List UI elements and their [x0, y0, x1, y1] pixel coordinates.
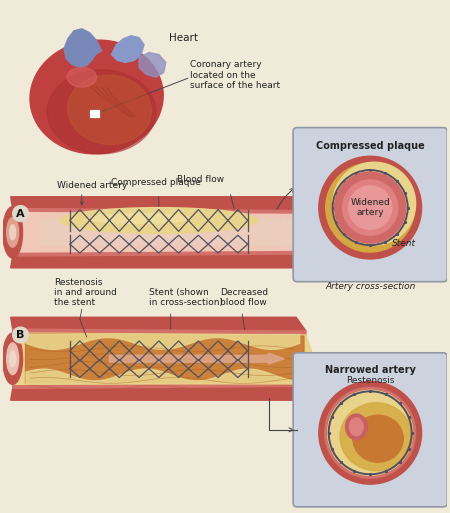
Ellipse shape — [68, 75, 151, 145]
Ellipse shape — [353, 415, 403, 462]
Text: Stent (shown
in cross-section): Stent (shown in cross-section) — [149, 288, 223, 307]
Circle shape — [333, 162, 416, 245]
Circle shape — [335, 172, 406, 243]
Ellipse shape — [350, 418, 363, 436]
Text: Widened artery: Widened artery — [57, 181, 127, 190]
Ellipse shape — [7, 343, 18, 374]
Text: Heart: Heart — [169, 33, 198, 43]
Text: Compressed plaque: Compressed plaque — [111, 178, 201, 187]
Polygon shape — [112, 36, 144, 63]
Ellipse shape — [47, 70, 156, 154]
Bar — [90, 110, 99, 117]
Text: B: B — [16, 330, 25, 340]
Text: Restenosis: Restenosis — [346, 377, 395, 385]
Polygon shape — [26, 334, 304, 383]
Text: Decreased
blood flow: Decreased blood flow — [220, 288, 268, 307]
Circle shape — [319, 382, 422, 484]
Polygon shape — [13, 212, 314, 252]
FancyBboxPatch shape — [293, 128, 447, 282]
Circle shape — [319, 156, 422, 259]
Polygon shape — [13, 209, 306, 214]
FancyBboxPatch shape — [293, 353, 447, 507]
Text: Restenosis
in and around
the stent: Restenosis in and around the stent — [54, 278, 117, 307]
Polygon shape — [13, 329, 306, 335]
Ellipse shape — [3, 333, 22, 384]
Ellipse shape — [3, 207, 22, 258]
Ellipse shape — [60, 208, 257, 233]
Polygon shape — [11, 254, 306, 268]
Polygon shape — [13, 382, 306, 388]
Polygon shape — [11, 197, 306, 210]
Text: Widened
artery: Widened artery — [350, 198, 390, 218]
Text: Compressed plaque: Compressed plaque — [316, 142, 424, 151]
Polygon shape — [11, 317, 306, 331]
Ellipse shape — [340, 403, 412, 471]
Polygon shape — [64, 29, 102, 67]
Ellipse shape — [10, 225, 16, 240]
Ellipse shape — [67, 67, 97, 87]
Ellipse shape — [346, 414, 367, 440]
Polygon shape — [11, 386, 306, 400]
Polygon shape — [13, 250, 306, 256]
Text: Narrowed artery: Narrowed artery — [325, 365, 416, 374]
Ellipse shape — [7, 218, 18, 247]
Polygon shape — [139, 52, 166, 77]
Circle shape — [348, 186, 392, 229]
Circle shape — [326, 163, 414, 252]
Text: Artery cross-section: Artery cross-section — [325, 282, 415, 291]
Circle shape — [325, 387, 416, 478]
Ellipse shape — [90, 213, 189, 224]
Ellipse shape — [10, 351, 16, 367]
Circle shape — [342, 180, 398, 235]
Text: Blood flow: Blood flow — [177, 175, 224, 184]
Ellipse shape — [30, 40, 163, 154]
Polygon shape — [13, 333, 314, 384]
FancyArrow shape — [40, 215, 304, 249]
Circle shape — [13, 327, 28, 343]
Circle shape — [328, 390, 413, 475]
Circle shape — [13, 206, 28, 222]
Text: Stent: Stent — [392, 239, 416, 248]
Text: A: A — [16, 209, 25, 219]
FancyArrow shape — [109, 353, 284, 364]
Text: Coronary artery
located on the
surface of the heart: Coronary artery located on the surface o… — [190, 61, 280, 90]
